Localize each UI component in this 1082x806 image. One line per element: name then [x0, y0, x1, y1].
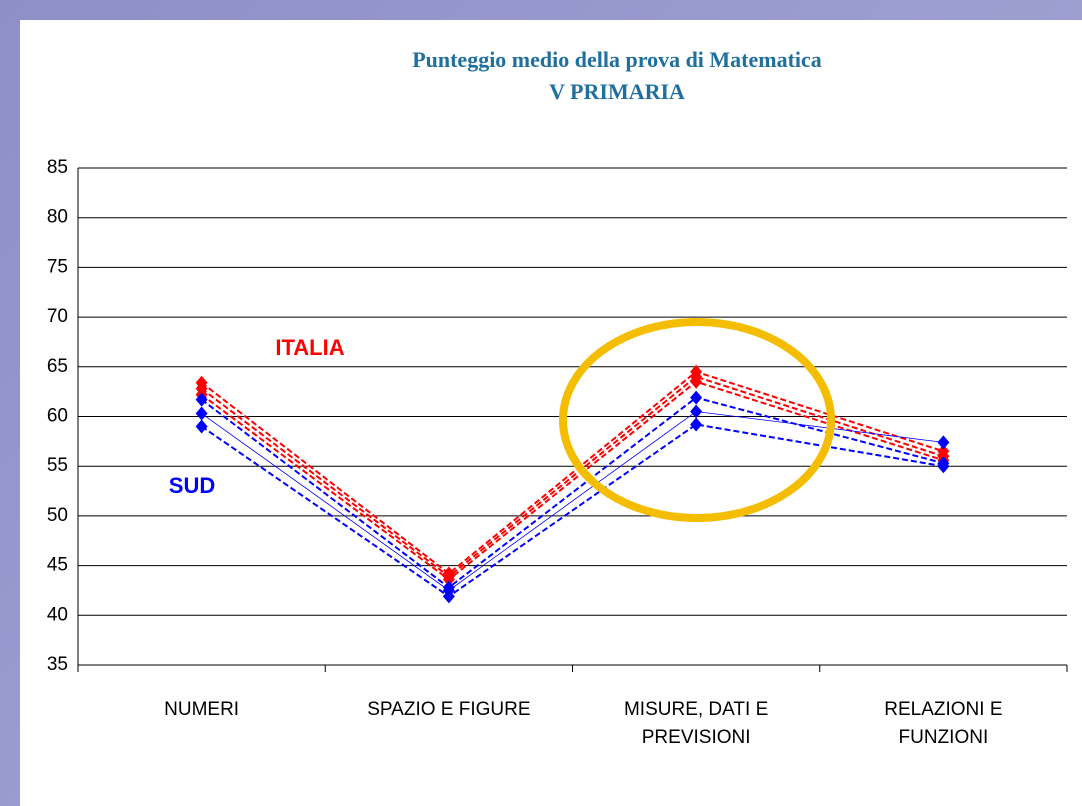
marker [690, 417, 703, 432]
chart-subtitle: V PRIMARIA [549, 79, 685, 104]
y-tick-label: 55 [47, 455, 68, 476]
marker [442, 589, 455, 604]
x-tick-label: SPAZIO E FIGURE [367, 699, 530, 720]
x-tick-label: MISURE, DATI E [624, 699, 768, 720]
chart-title: Punteggio medio della prova di Matematic… [412, 47, 822, 72]
marker [937, 459, 950, 474]
series-line [201, 411, 944, 591]
y-tick-label: 85 [47, 157, 68, 178]
y-tick-label: 35 [47, 654, 68, 675]
highlight-circle [559, 318, 835, 522]
y-tick-label: 75 [47, 256, 68, 277]
y-tick-label: 70 [47, 306, 68, 327]
series-line [201, 380, 944, 581]
x-tick-label: PREVISIONI [642, 727, 751, 748]
marker [195, 392, 208, 407]
x-tick-label: NUMERI [164, 699, 239, 720]
series-line [201, 396, 944, 589]
marker [690, 404, 703, 419]
series-line [201, 375, 944, 578]
panel [20, 20, 1082, 806]
marker [690, 374, 703, 389]
annotation: SUD [169, 473, 215, 498]
marker [442, 572, 455, 587]
marker [195, 406, 208, 421]
y-tick-label: 80 [47, 207, 68, 228]
series-line [201, 423, 944, 598]
x-tick-label: RELAZIONI E [884, 699, 1002, 720]
y-tick-label: 50 [47, 505, 68, 526]
annotation: ITALIA [275, 335, 344, 360]
x-tick-label: FUNZIONI [899, 727, 989, 748]
y-tick-label: 65 [47, 356, 68, 377]
marker [690, 390, 703, 405]
y-tick-label: 40 [47, 604, 68, 625]
marker [937, 435, 950, 450]
marker [195, 419, 208, 434]
y-tick-label: 60 [47, 406, 68, 427]
series-line [201, 370, 944, 575]
y-tick-label: 45 [47, 555, 68, 576]
